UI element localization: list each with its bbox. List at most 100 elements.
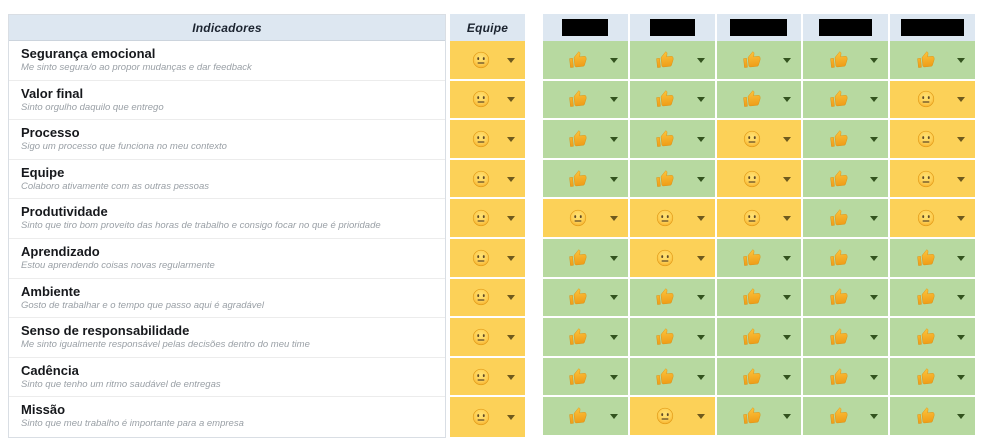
chevron-down-icon (956, 57, 965, 63)
chevron-down-icon (956, 374, 965, 380)
vote-dropdown-member3-row2[interactable] (716, 80, 802, 121)
thumbs-up-emoji (742, 367, 762, 387)
indicator-description: Sigo um processo que funciona no meu con… (21, 141, 227, 153)
vote-dropdown-member3-row5[interactable] (716, 199, 802, 239)
vote-dropdown-member1-row3[interactable] (543, 120, 628, 160)
vote-dropdown-member5-row1[interactable] (890, 41, 975, 81)
vote-dropdown-team-row6[interactable] (450, 238, 525, 279)
vote-dropdown-team-row7[interactable] (450, 278, 525, 319)
indicator-title: Senso de responsabilidade (21, 323, 190, 339)
vote-dropdown-member4-row5[interactable] (803, 199, 889, 239)
vote-dropdown-team-row1[interactable] (450, 41, 525, 81)
vote-dropdown-member1-row4[interactable] (543, 159, 628, 200)
vote-dropdown-member5-row2[interactable] (890, 80, 975, 121)
redacted-name-box (649, 19, 695, 36)
vote-dropdown-member3-row1[interactable] (716, 41, 802, 81)
member-header-1 (543, 14, 628, 41)
vote-dropdown-member4-row2[interactable] (803, 80, 889, 121)
vote-dropdown-team-row5[interactable] (450, 199, 525, 239)
thumbs-up-emoji (655, 169, 675, 189)
member-header-3 (716, 14, 802, 41)
vote-dropdown-member2-row8[interactable] (629, 318, 715, 358)
vote-dropdown-member5-row3[interactable] (890, 120, 975, 160)
vote-dropdown-member5-row9[interactable] (890, 357, 975, 398)
vote-dropdown-member1-row8[interactable] (543, 318, 628, 358)
vote-dropdown-member5-row4[interactable] (890, 159, 975, 200)
vote-dropdown-team-row2[interactable] (450, 80, 525, 121)
chevron-down-icon (507, 255, 515, 261)
chevron-down-icon (507, 57, 515, 63)
vote-dropdown-member5-row6[interactable] (890, 238, 975, 279)
chevron-down-icon (956, 414, 965, 420)
vote-dropdown-member2-row5[interactable] (629, 199, 715, 239)
thumbs-up-emoji (829, 208, 849, 228)
vote-dropdown-member1-row9[interactable] (543, 357, 628, 398)
chevron-down-icon (696, 334, 705, 340)
vote-dropdown-member4-row3[interactable] (803, 120, 889, 160)
neutral-face-emoji (569, 209, 587, 227)
vote-dropdown-member4-row7[interactable] (803, 278, 889, 319)
vote-dropdown-member4-row8[interactable] (803, 318, 889, 358)
neutral-face-emoji (472, 408, 490, 426)
vote-dropdown-member3-row3[interactable] (716, 120, 802, 160)
vote-dropdown-member2-row4[interactable] (629, 159, 715, 200)
indicator-description: Sinto que tenho um ritmo saudável de ent… (21, 378, 221, 390)
vote-dropdown-member2-row6[interactable] (629, 238, 715, 279)
indicator-row: Segurança emocional Me sinto segura/o ao … (9, 41, 445, 81)
vote-dropdown-team-row3[interactable] (450, 120, 525, 160)
vote-dropdown-member5-row8[interactable] (890, 318, 975, 358)
chevron-down-icon (609, 334, 618, 340)
thumbs-up-emoji (655, 367, 675, 387)
thumbs-up-emoji (742, 327, 762, 347)
redacted-name-box (819, 19, 873, 36)
chevron-down-icon (783, 57, 792, 63)
vote-dropdown-member1-row10[interactable] (543, 397, 628, 437)
vote-dropdown-member3-row7[interactable] (716, 278, 802, 319)
vote-dropdown-member1-row1[interactable] (543, 41, 628, 81)
vote-dropdown-member2-row10[interactable] (629, 397, 715, 437)
neutral-face-emoji (472, 328, 490, 346)
chevron-down-icon (956, 334, 965, 340)
vote-dropdown-member4-row1[interactable] (803, 41, 889, 81)
vote-dropdown-member2-row1[interactable] (629, 41, 715, 81)
vote-dropdown-member4-row9[interactable] (803, 357, 889, 398)
neutral-face-emoji (472, 51, 490, 69)
thumbs-up-emoji (568, 248, 588, 268)
member-header-4 (803, 14, 889, 41)
vote-dropdown-member3-row4[interactable] (716, 159, 802, 200)
thumbs-up-emoji (916, 287, 936, 307)
vote-dropdown-member3-row9[interactable] (716, 357, 802, 398)
thumbs-up-emoji (568, 406, 588, 426)
vote-dropdown-team-row4[interactable] (450, 159, 525, 200)
vote-dropdown-member1-row2[interactable] (543, 80, 628, 121)
vote-dropdown-member4-row6[interactable] (803, 238, 889, 279)
vote-dropdown-member5-row5[interactable] (890, 199, 975, 239)
vote-dropdown-member4-row4[interactable] (803, 159, 889, 200)
vote-dropdown-member5-row10[interactable] (890, 397, 975, 437)
vote-dropdown-member4-row10[interactable] (803, 397, 889, 437)
vote-dropdown-member5-row7[interactable] (890, 278, 975, 319)
chevron-down-icon (609, 136, 618, 142)
vote-dropdown-member3-row10[interactable] (716, 397, 802, 437)
vote-dropdown-member2-row2[interactable] (629, 80, 715, 121)
vote-dropdown-member2-row7[interactable] (629, 278, 715, 319)
chevron-down-icon (870, 374, 879, 380)
neutral-face-emoji (472, 130, 490, 148)
thumbs-up-emoji (829, 367, 849, 387)
vote-dropdown-member1-row6[interactable] (543, 238, 628, 279)
indicator-row: Valor final Sinto orgulho daquilo que ent… (9, 80, 445, 121)
vote-dropdown-team-row9[interactable] (450, 357, 525, 398)
thumbs-up-emoji (568, 129, 588, 149)
vote-dropdown-member2-row9[interactable] (629, 357, 715, 398)
vote-dropdown-member2-row3[interactable] (629, 120, 715, 160)
chevron-down-icon (696, 414, 705, 420)
vote-dropdown-member1-row5[interactable] (543, 199, 628, 239)
chevron-down-icon (696, 97, 705, 103)
vote-dropdown-team-row10[interactable] (450, 397, 525, 437)
vote-dropdown-team-row8[interactable] (450, 318, 525, 358)
indicator-title: Ambiente (21, 283, 81, 299)
vote-dropdown-member3-row8[interactable] (716, 318, 802, 358)
vote-dropdown-member1-row7[interactable] (543, 278, 628, 319)
indicator-row: Equipe Colaboro ativamente com as outras … (9, 159, 445, 200)
vote-dropdown-member3-row6[interactable] (716, 238, 802, 279)
